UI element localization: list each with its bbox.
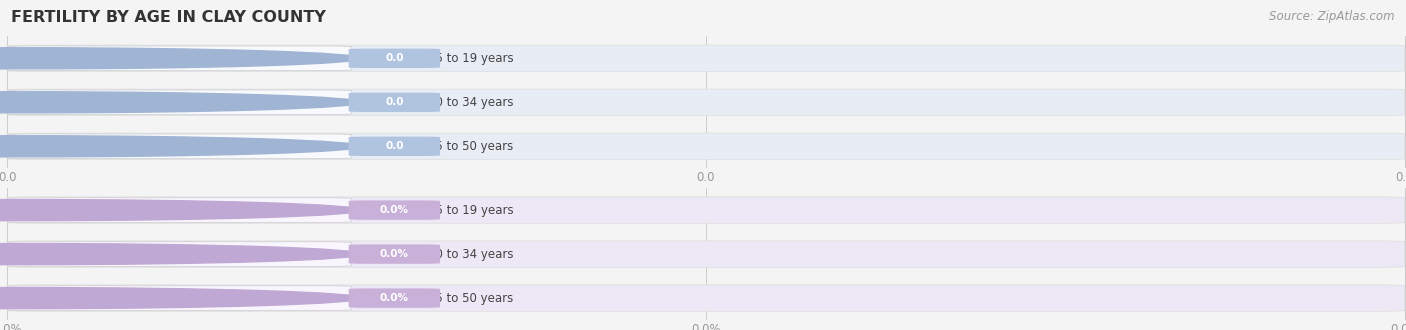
FancyBboxPatch shape (7, 134, 351, 159)
Text: 0.0%: 0.0% (380, 205, 409, 215)
FancyBboxPatch shape (349, 49, 440, 68)
Circle shape (0, 92, 361, 113)
FancyBboxPatch shape (7, 285, 1405, 311)
Text: 0.0%: 0.0% (380, 249, 409, 259)
FancyBboxPatch shape (7, 46, 351, 71)
FancyBboxPatch shape (7, 133, 1405, 159)
Text: 15 to 19 years: 15 to 19 years (429, 52, 513, 65)
Circle shape (0, 136, 361, 157)
FancyBboxPatch shape (7, 286, 351, 311)
FancyBboxPatch shape (349, 137, 440, 156)
Circle shape (0, 48, 361, 69)
FancyBboxPatch shape (7, 198, 351, 222)
FancyBboxPatch shape (7, 90, 351, 115)
Text: 35 to 50 years: 35 to 50 years (429, 140, 513, 153)
FancyBboxPatch shape (7, 241, 1405, 267)
Text: 0.0: 0.0 (385, 53, 404, 63)
Text: FERTILITY BY AGE IN CLAY COUNTY: FERTILITY BY AGE IN CLAY COUNTY (11, 10, 326, 25)
Text: 15 to 19 years: 15 to 19 years (429, 204, 513, 216)
Text: 0.0: 0.0 (385, 141, 404, 151)
Circle shape (0, 200, 361, 221)
Text: Source: ZipAtlas.com: Source: ZipAtlas.com (1270, 10, 1395, 23)
FancyBboxPatch shape (7, 242, 351, 266)
FancyBboxPatch shape (349, 200, 440, 220)
FancyBboxPatch shape (349, 93, 440, 112)
FancyBboxPatch shape (349, 288, 440, 308)
Circle shape (0, 244, 361, 265)
Text: 0.0%: 0.0% (380, 293, 409, 303)
Text: 0.0: 0.0 (385, 97, 404, 107)
FancyBboxPatch shape (7, 89, 1405, 116)
Text: 35 to 50 years: 35 to 50 years (429, 292, 513, 305)
FancyBboxPatch shape (7, 197, 1405, 223)
Circle shape (0, 287, 361, 309)
Text: 20 to 34 years: 20 to 34 years (429, 248, 513, 261)
Text: 20 to 34 years: 20 to 34 years (429, 96, 513, 109)
FancyBboxPatch shape (349, 245, 440, 264)
FancyBboxPatch shape (7, 45, 1405, 72)
